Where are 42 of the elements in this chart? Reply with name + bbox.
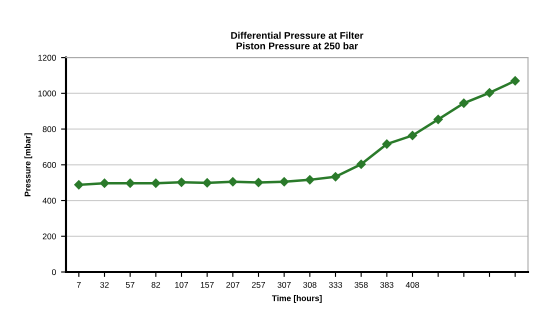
- y-tick-label: 800: [42, 126, 56, 132]
- x-tick-label: 207: [226, 282, 240, 288]
- y-tick-label: 400: [42, 198, 56, 204]
- point: [151, 178, 160, 188]
- point: [74, 180, 84, 190]
- point: [254, 178, 264, 188]
- x-tick-label: 308: [303, 282, 316, 288]
- x-tick-label: 358: [354, 282, 368, 288]
- chart-title: Differential Pressure at Filter Piston Pressure at 250 bar: [231, 32, 364, 50]
- x-tick-label: 82: [152, 282, 160, 288]
- x-tick-label: 383: [380, 282, 394, 288]
- y-tick-label: 600: [42, 162, 56, 168]
- x-tick-label: 333: [328, 282, 342, 288]
- point: [510, 76, 520, 86]
- x-tick-label: 32: [100, 282, 109, 288]
- x-tick-label: 107: [175, 282, 188, 288]
- point: [126, 178, 135, 188]
- y-tick-label: 1200: [38, 54, 56, 61]
- point: [330, 172, 340, 182]
- point: [305, 175, 314, 184]
- x-tick-label: 307: [278, 282, 291, 288]
- x-tick-label: 7: [76, 282, 81, 288]
- x-tick-label: 408: [406, 282, 420, 288]
- point: [434, 114, 443, 124]
- y-tick-label: 200: [42, 233, 56, 240]
- y-axis-title: Pressure [mbar]: [24, 133, 32, 196]
- x-tick-label: 257: [252, 282, 266, 288]
- point: [280, 177, 289, 186]
- point: [228, 177, 238, 186]
- point: [382, 139, 392, 149]
- y-tick-label: 1000: [38, 90, 56, 96]
- point: [100, 178, 110, 188]
- x-tick-label: 157: [200, 282, 214, 288]
- point: [408, 130, 418, 140]
- y-tick-label: 0: [52, 269, 56, 276]
- x-tick-label: 57: [126, 282, 134, 288]
- point: [484, 88, 494, 98]
- point: [459, 98, 468, 108]
- x-axis-title: Time [hours]: [272, 295, 322, 303]
- point: [176, 178, 186, 187]
- point: [356, 160, 366, 169]
- point: [202, 178, 212, 188]
